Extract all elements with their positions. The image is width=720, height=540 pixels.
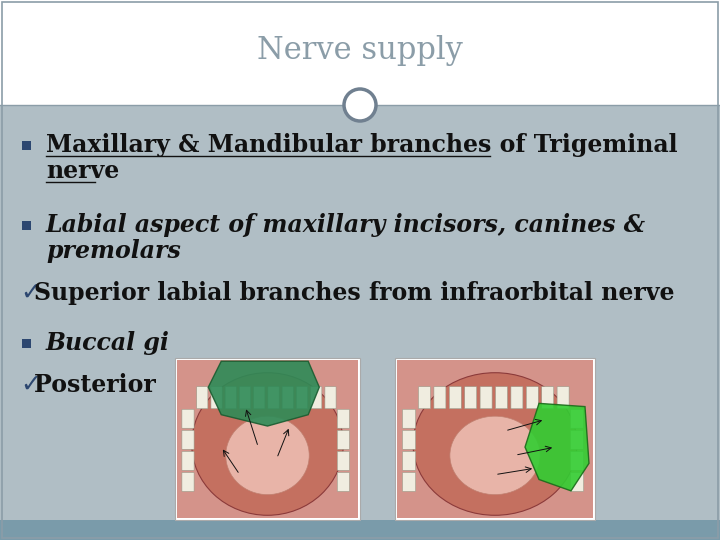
FancyBboxPatch shape (240, 387, 251, 409)
FancyBboxPatch shape (310, 387, 322, 409)
FancyBboxPatch shape (480, 387, 492, 409)
Bar (0, 105, 720, 540)
FancyBboxPatch shape (402, 409, 415, 428)
Text: Superior labial branches from infraorbital nerve: Superior labial branches from infraorbit… (34, 281, 675, 305)
Text: Posterior: Posterior (34, 373, 164, 397)
Bar (0, 520, 720, 540)
Polygon shape (525, 403, 589, 491)
FancyBboxPatch shape (297, 387, 307, 409)
FancyBboxPatch shape (495, 387, 508, 409)
Ellipse shape (192, 373, 343, 515)
FancyBboxPatch shape (182, 430, 194, 449)
FancyBboxPatch shape (182, 451, 194, 470)
Text: nerve: nerve (46, 159, 120, 183)
FancyBboxPatch shape (402, 451, 415, 470)
FancyBboxPatch shape (325, 387, 336, 409)
FancyBboxPatch shape (337, 409, 349, 428)
Polygon shape (208, 361, 319, 426)
Text: Buccal gi: Buccal gi (46, 331, 170, 355)
Text: ✓: ✓ (20, 373, 41, 397)
Ellipse shape (413, 373, 577, 515)
FancyBboxPatch shape (225, 387, 236, 409)
Ellipse shape (226, 416, 309, 495)
FancyBboxPatch shape (402, 472, 415, 491)
FancyBboxPatch shape (570, 451, 584, 470)
FancyBboxPatch shape (211, 387, 222, 409)
FancyBboxPatch shape (541, 387, 554, 409)
Text: Maxillary & Mandibular branches of Trigeminal: Maxillary & Mandibular branches of Trige… (46, 133, 678, 157)
FancyBboxPatch shape (557, 387, 569, 409)
FancyBboxPatch shape (434, 387, 446, 409)
FancyBboxPatch shape (402, 430, 415, 449)
FancyBboxPatch shape (253, 387, 265, 409)
FancyBboxPatch shape (337, 451, 349, 470)
FancyBboxPatch shape (464, 387, 477, 409)
Circle shape (344, 89, 376, 121)
Bar (0, 0, 720, 105)
FancyBboxPatch shape (449, 387, 462, 409)
Bar (22, 220, 31, 230)
Bar (22, 339, 31, 348)
FancyBboxPatch shape (182, 472, 194, 491)
Ellipse shape (450, 416, 540, 495)
FancyBboxPatch shape (418, 387, 431, 409)
Bar (175, 358, 360, 520)
Bar (177, 360, 358, 518)
FancyBboxPatch shape (570, 430, 584, 449)
FancyBboxPatch shape (282, 387, 293, 409)
FancyBboxPatch shape (337, 472, 349, 491)
Bar (395, 358, 595, 520)
FancyBboxPatch shape (337, 430, 349, 449)
FancyBboxPatch shape (570, 409, 584, 428)
Text: ✓: ✓ (20, 281, 41, 305)
Bar (22, 140, 31, 150)
FancyBboxPatch shape (511, 387, 523, 409)
FancyBboxPatch shape (570, 472, 584, 491)
FancyBboxPatch shape (182, 409, 194, 428)
Text: Labial aspect of maxillary incisors, canines &: Labial aspect of maxillary incisors, can… (46, 213, 646, 237)
FancyBboxPatch shape (197, 387, 208, 409)
Text: Nerve supply: Nerve supply (257, 35, 463, 66)
FancyBboxPatch shape (268, 387, 279, 409)
Text: premolars: premolars (46, 239, 181, 263)
FancyBboxPatch shape (526, 387, 539, 409)
Bar (397, 360, 593, 518)
